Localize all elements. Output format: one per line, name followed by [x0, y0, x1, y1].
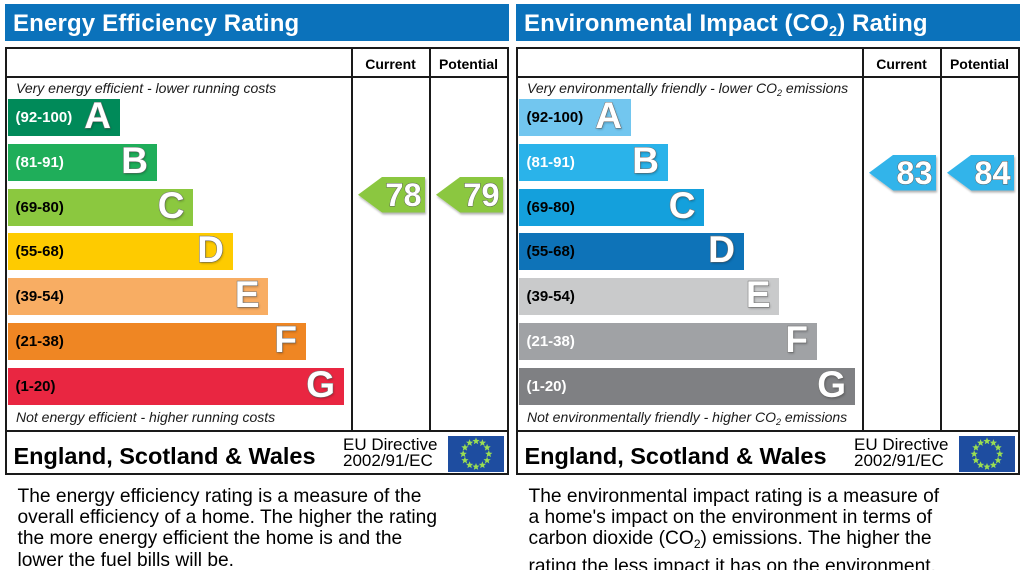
svg-text:83: 83: [896, 155, 932, 191]
svg-text:84: 84: [974, 155, 1010, 191]
svg-text:79: 79: [463, 177, 499, 213]
svg-text:78: 78: [385, 177, 421, 213]
